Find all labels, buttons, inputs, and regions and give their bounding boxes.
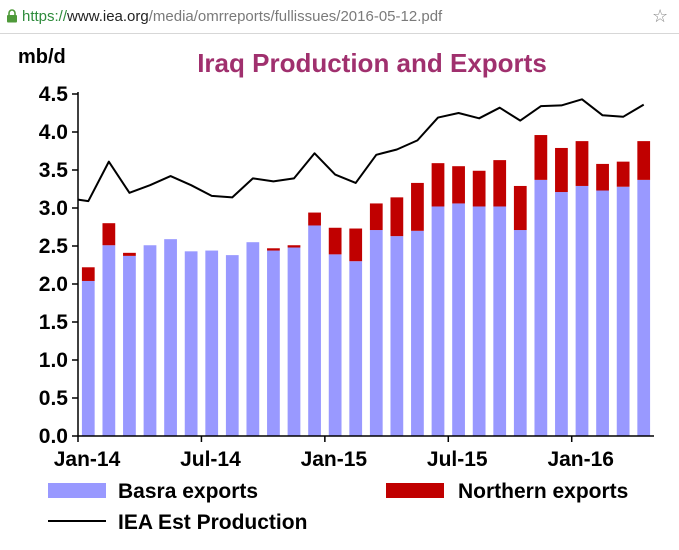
bar-northern xyxy=(328,227,342,255)
bar-northern xyxy=(287,245,301,248)
bookmark-star-icon[interactable]: ☆ xyxy=(652,6,669,26)
address-bar-divider xyxy=(0,33,679,34)
bar-basra xyxy=(555,192,568,436)
url-scheme: https:// xyxy=(22,8,68,25)
bar-northern xyxy=(575,141,589,186)
bar-basra xyxy=(575,185,589,436)
bar-basra xyxy=(349,261,363,436)
chart-title: Iraq Production and Exports xyxy=(197,48,547,78)
url-path: /media/omrreports/fullissues/2016-05-12.… xyxy=(148,8,443,25)
bar-northern xyxy=(369,203,383,231)
bar-basra xyxy=(102,245,116,436)
bar-northern xyxy=(616,161,630,187)
legend-swatch-basra xyxy=(48,483,106,498)
y-tick-label: 0.0 xyxy=(39,425,68,448)
x-tick-label: Jul-14 xyxy=(180,448,241,471)
bar-basra xyxy=(369,230,383,436)
bar-northern xyxy=(472,170,486,207)
y-tick-label: 1.5 xyxy=(39,311,69,334)
bar-basra xyxy=(596,190,609,436)
x-tick-label: Jan-15 xyxy=(301,448,368,471)
legend-label-production: IEA Est Production xyxy=(118,511,307,534)
y-tick-label: 0.5 xyxy=(39,387,69,410)
browser-address-bar[interactable]: https://www.iea.org/media/omrreports/ful… xyxy=(0,0,679,34)
legend: Basra exports Northern exports IEA Est P… xyxy=(48,480,628,534)
bar-basra xyxy=(328,254,342,436)
bar-basra xyxy=(81,280,95,436)
x-axis-ticks: Jan-14 Jul-14 Jan-15 Jul-15 Jan-16 xyxy=(54,436,614,471)
y-axis-ticks: 0.0 0.5 1.0 1.5 2.0 2.5 3.0 3.5 4.0 4.5 xyxy=(39,83,78,448)
legend-label-basra: Basra exports xyxy=(118,480,258,503)
bar-basra xyxy=(267,250,280,436)
y-tick-label: 1.0 xyxy=(39,349,68,372)
bar-northern xyxy=(349,228,363,262)
x-tick-label: Jan-16 xyxy=(547,448,614,471)
bar-basra xyxy=(225,255,239,436)
bar-basra xyxy=(452,203,465,436)
bar-basra xyxy=(164,239,177,436)
bar-layer xyxy=(81,135,651,436)
bar-basra xyxy=(493,206,507,436)
y-tick-label: 3.5 xyxy=(39,159,69,182)
bar-basra xyxy=(472,206,486,436)
bar-northern xyxy=(431,163,445,207)
bar-basra xyxy=(637,179,651,436)
url-domain: www.iea.org xyxy=(67,8,149,25)
axes xyxy=(77,92,654,437)
bar-basra xyxy=(513,230,527,436)
bar-northern xyxy=(637,141,651,180)
bar-northern xyxy=(493,160,507,207)
bar-basra xyxy=(184,251,198,436)
bar-northern xyxy=(596,163,609,191)
line-layer xyxy=(77,98,645,203)
bar-basra xyxy=(616,186,630,436)
bar-basra xyxy=(431,206,445,436)
address-url[interactable]: https://www.iea.org/media/omrreports/ful… xyxy=(22,8,442,25)
bar-basra xyxy=(143,245,157,436)
bar-northern xyxy=(411,182,424,231)
y-tick-label: 3.0 xyxy=(39,197,68,220)
bar-basra xyxy=(246,242,260,436)
bar-basra xyxy=(205,250,219,436)
y-axis-unit-label: mb/d xyxy=(18,46,66,68)
bar-northern xyxy=(534,135,548,180)
legend-swatch-northern xyxy=(386,483,444,498)
bar-northern xyxy=(123,252,136,256)
legend-label-northern: Northern exports xyxy=(458,480,628,503)
bar-northern xyxy=(102,223,116,246)
iraq-production-chart: mb/d Iraq Production and Exports 0.0 0.5 1… xyxy=(18,46,654,534)
bar-northern xyxy=(452,166,465,204)
production-line xyxy=(77,98,645,203)
bar-basra xyxy=(287,247,301,436)
y-tick-label: 2.0 xyxy=(39,273,68,296)
bar-northern xyxy=(513,185,527,231)
bar-northern xyxy=(390,197,404,237)
y-tick-label: 4.5 xyxy=(39,83,69,106)
bar-northern xyxy=(267,248,280,251)
bar-basra xyxy=(123,255,136,436)
y-tick-label: 4.0 xyxy=(39,121,68,144)
y-tick-label: 2.5 xyxy=(39,235,69,258)
bar-northern xyxy=(308,212,321,226)
bar-basra xyxy=(411,230,424,436)
x-tick-label: Jul-15 xyxy=(427,448,488,471)
bar-northern xyxy=(81,267,95,281)
bar-basra xyxy=(534,179,548,436)
bar-northern xyxy=(555,147,568,193)
x-tick-label: Jan-14 xyxy=(54,448,121,471)
padlock-icon xyxy=(7,9,17,23)
bar-basra xyxy=(308,225,321,436)
bar-basra xyxy=(390,236,404,436)
